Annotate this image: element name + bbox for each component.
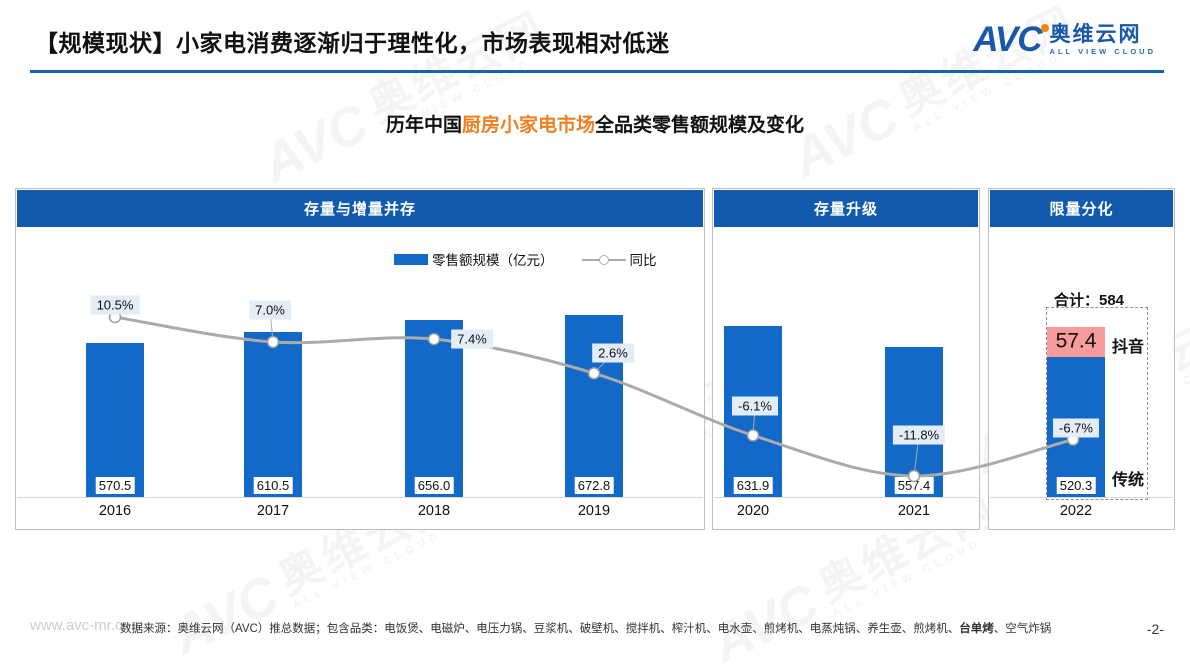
- yoy-pct-label: 10.5%: [90, 295, 140, 315]
- logo-name-cn: 奥维云网: [1049, 22, 1142, 46]
- logo-name-en: ALL VIEW CLOUD: [1049, 46, 1156, 56]
- bar-value-label: 631.9: [733, 476, 773, 494]
- axis-baseline: [990, 497, 1173, 498]
- total-annotation: 合计：584: [1053, 292, 1125, 309]
- yoy-pct-label: -11.8%: [892, 425, 946, 445]
- bar-value-label: 557.4: [894, 476, 934, 494]
- retail-bar: 557.4: [885, 346, 943, 497]
- x-axis-year-label: 2022: [1059, 503, 1093, 519]
- chart-title-highlight: 厨房小家电市场: [461, 115, 595, 136]
- x-axis-year-label: 2020: [736, 503, 770, 519]
- legend-item-line: 同比: [581, 249, 657, 269]
- douyin-segment: 57.4: [1047, 326, 1105, 357]
- bar-swatch-icon: [394, 253, 428, 265]
- yoy-pct-label: 2.6%: [592, 343, 634, 363]
- site-watermark: www.avc-mr.com: [30, 617, 144, 634]
- title-underline: [30, 70, 1164, 73]
- bar-value-label: 520.3: [1056, 476, 1096, 494]
- x-axis-year-label: 2019: [577, 503, 611, 519]
- x-axis-year-label: 2018: [417, 503, 451, 519]
- legend-bar-label: 零售额规模（亿元）: [432, 253, 554, 268]
- chart-legend: 零售额规模（亿元） 同比: [394, 249, 657, 269]
- panel-header: 存量与增量并存: [17, 190, 703, 227]
- chart-title: 历年中国厨房小家电市场全品类零售额规模及变化: [385, 115, 805, 136]
- axis-baseline: [714, 497, 978, 498]
- douyin-value-label: 57.4: [1055, 329, 1097, 353]
- retail-bar: 610.5: [244, 332, 302, 497]
- footer-source: 数据来源：奥维云网（AVC）推总数据；包含品类：电饭煲、电磁炉、电压力锅、豆浆机…: [120, 623, 1052, 635]
- bar-value-label: 570.5: [95, 476, 135, 494]
- bar-value-label: 610.5: [253, 476, 293, 494]
- axis-baseline: [17, 497, 703, 498]
- yoy-pct-label: -6.7%: [1053, 418, 1099, 438]
- retail-bar: 570.5: [86, 342, 144, 497]
- line-swatch-icon: [581, 254, 626, 265]
- yoy-pct-label: -6.1%: [732, 396, 778, 416]
- douyin-annotation: 抖音: [1112, 338, 1145, 356]
- logo-dot-icon: [1040, 24, 1049, 32]
- footer-bold-item: 台单烤: [959, 623, 994, 635]
- yoy-pct-label: 7.0%: [249, 300, 291, 320]
- traditional-annotation: 传统: [1112, 472, 1145, 489]
- bar-value-label: 672.8: [574, 476, 614, 494]
- legend-item-bar: 零售额规模（亿元）: [394, 249, 554, 269]
- page-number: -2-: [1146, 621, 1164, 637]
- page-title: 【规模现状】小家电消费逐渐归于理性化，市场表现相对低迷: [35, 30, 670, 56]
- yoy-pct-label: 7.4%: [451, 329, 493, 349]
- avc-logo-abbr: AVC: [973, 22, 1049, 57]
- x-axis-year-label: 2021: [897, 503, 931, 519]
- x-axis-year-label: 2016: [98, 503, 132, 519]
- avc-logo: AVC 奥维云网 ALL VIEW CLOUD: [973, 22, 1156, 57]
- panel-header: 限量分化: [990, 190, 1173, 227]
- x-axis-year-label: 2017: [256, 503, 290, 519]
- legend-line-label: 同比: [629, 253, 657, 268]
- bar-value-label: 656.0: [414, 476, 454, 494]
- panel-header: 存量升级: [714, 190, 978, 227]
- retail-bar: 672.8: [565, 315, 623, 497]
